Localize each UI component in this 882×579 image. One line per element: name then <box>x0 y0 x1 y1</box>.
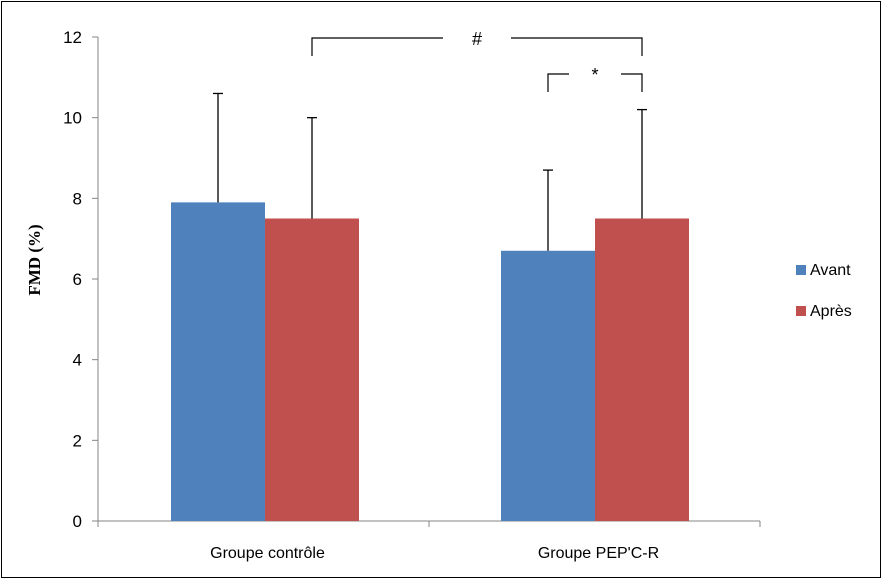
bar-après-2 <box>595 218 689 521</box>
y-tick-label: 10 <box>63 109 82 128</box>
x-category-label: Groupe PEP'C-R <box>538 545 659 562</box>
y-tick-label: 2 <box>73 431 82 450</box>
y-tick-label: 4 <box>73 351 82 370</box>
bar-avant-1 <box>171 202 265 521</box>
y-tick-label: 6 <box>73 270 82 289</box>
y-tick-label: 12 <box>63 28 82 47</box>
legend-label: Avant <box>810 262 851 279</box>
significance-label: * <box>591 65 598 85</box>
significance-label: # <box>472 29 482 49</box>
legend-swatch-avant <box>796 265 806 275</box>
significance-bracket-left <box>311 37 443 56</box>
significance-bracket-right <box>511 37 643 56</box>
legend-label: Après <box>810 303 852 320</box>
legend-swatch-après <box>796 306 806 316</box>
significance-bracket-left <box>547 73 569 92</box>
y-tick-label: 8 <box>73 189 82 208</box>
y-tick-label: 0 <box>73 512 82 531</box>
bar-avant-2 <box>501 250 595 521</box>
significance-bracket-right <box>621 73 643 92</box>
x-category-label: Groupe contrôle <box>210 545 325 562</box>
bar-après-1 <box>265 218 359 521</box>
y-axis-label: FMD (%) <box>25 224 44 295</box>
